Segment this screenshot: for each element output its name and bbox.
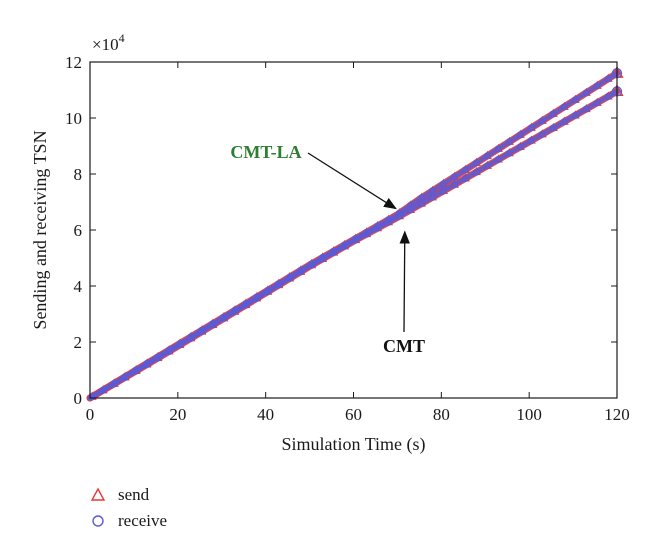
receive-marker: [549, 124, 557, 132]
triangle-marker-icon: [90, 487, 106, 501]
x-tick-label: 60: [345, 405, 362, 424]
receive-curve-2: [87, 88, 620, 401]
receive-marker: [330, 248, 338, 257]
circle-marker-icon: [92, 515, 104, 527]
receive-marker: [99, 386, 107, 394]
receive-marker: [253, 294, 261, 302]
receive-marker: [407, 206, 415, 214]
x-axis: 0 20 40 60 80 100 120: [86, 62, 630, 424]
receive-marker: [297, 268, 305, 276]
legend-item-send: send: [88, 482, 167, 508]
receive-marker: [472, 168, 481, 176]
receive-marker: [582, 105, 590, 113]
receive-marker: [319, 255, 327, 263]
receive-marker: [483, 152, 491, 160]
receive-marker: [286, 274, 294, 282]
receive-marker: [418, 199, 426, 208]
receive-marker: [264, 288, 272, 296]
receive-marker: [560, 118, 568, 126]
annotation-cmt: CMT: [383, 336, 425, 356]
receive-marker: [560, 103, 568, 111]
receive-marker: [527, 124, 535, 132]
receive-marker: [396, 212, 404, 220]
legend-label-receive: receive: [118, 511, 168, 530]
y-tick-label: 10: [65, 109, 82, 128]
receive-marker: [187, 334, 195, 342]
receive-marker: [352, 236, 360, 244]
receive-marker: [275, 281, 283, 289]
receive-marker: [549, 110, 557, 118]
x-tick-label: 120: [604, 405, 630, 424]
receive-marker: [571, 111, 579, 119]
receive-marker: [505, 149, 513, 157]
y-tick-label: 4: [74, 277, 83, 296]
receive-marker: [154, 354, 162, 362]
receive-marker: [132, 367, 140, 375]
legend: send receive: [88, 482, 167, 534]
receive-marker: [121, 373, 129, 381]
receive-marker: [461, 166, 470, 174]
y-tick-label: 8: [74, 165, 83, 184]
annotation-cmt-la: CMT-LA: [230, 142, 301, 162]
y-axis-multiplier: ×104: [92, 31, 125, 54]
receive-marker: [176, 341, 184, 349]
receive-marker: [604, 75, 612, 83]
receive-marker: [308, 261, 316, 269]
receive-marker: [385, 218, 393, 226]
receive-marker: [593, 99, 601, 107]
receive-marker: [110, 380, 118, 388]
x-tick-label: 0: [86, 405, 95, 424]
receive-marker: [538, 130, 546, 138]
receive-marker: [363, 230, 371, 238]
annotation-arrow-cmt: [399, 230, 410, 333]
receive-marker: [439, 187, 448, 195]
receive-marker: [538, 117, 546, 125]
y-axis-title: Sending and receiving TSN: [30, 130, 50, 329]
x-axis-title: Simulation Time (s): [281, 434, 425, 455]
receive-marker: [220, 314, 228, 322]
legend-label-send: send: [118, 485, 150, 504]
receive-marker: [516, 143, 524, 151]
receive-marker: [374, 224, 382, 232]
receive-marker: [604, 92, 612, 100]
receive-marker: [198, 328, 206, 336]
y-tick-label: 2: [74, 333, 83, 352]
receive-marker: [483, 162, 491, 170]
receive-marker: [165, 347, 173, 355]
receive-marker: [527, 136, 535, 145]
receive-marker: [450, 181, 459, 189]
x-tick-label: 40: [257, 405, 274, 424]
receive-marker: [439, 180, 448, 188]
receive-marker: [143, 360, 151, 368]
receive-marker: [516, 131, 524, 139]
receive-marker: [571, 96, 579, 104]
receive-marker: [593, 82, 601, 90]
receive-marker: [88, 393, 96, 401]
annotations: CMT-LA CMT: [230, 142, 425, 356]
receive-marker: [494, 145, 502, 153]
plot-data: [86, 65, 624, 402]
receive-marker: [209, 321, 217, 329]
y-axis: 0 2 4 6 8 10 12: [65, 53, 617, 408]
receive-marker: [505, 138, 513, 146]
y-tick-label: 6: [74, 221, 83, 240]
receive-marker: [428, 193, 437, 201]
y-tick-label: 12: [65, 53, 82, 72]
x-tick-label: 80: [433, 405, 450, 424]
receive-marker: [582, 89, 590, 97]
annotation-arrow-cmt-la: [307, 152, 397, 210]
receive-marker: [341, 242, 349, 250]
chart-svg: 0 20 40 60 80 100 120 0 2 4 6 8 10 12 ×104 Simulatio…: [30, 31, 630, 455]
receive-marker: [242, 301, 250, 309]
x-tick-label: 100: [516, 405, 542, 424]
x-tick-label: 20: [169, 405, 186, 424]
legend-item-receive: receive: [88, 508, 167, 534]
receive-marker: [231, 308, 239, 316]
receive-marker: [461, 174, 470, 182]
receive-marker: [494, 155, 502, 163]
receive-marker: [450, 173, 459, 181]
series-receive: [87, 68, 623, 401]
receive-marker: [472, 159, 481, 167]
y-tick-label: 0: [74, 389, 83, 408]
